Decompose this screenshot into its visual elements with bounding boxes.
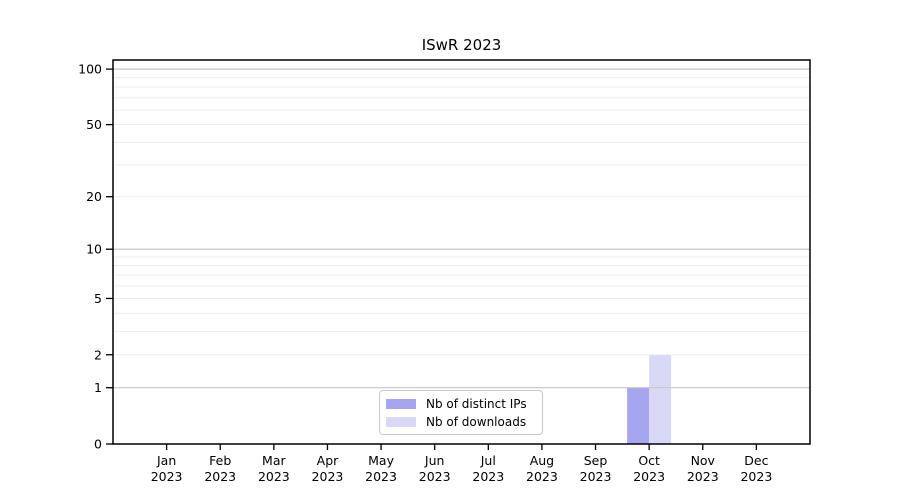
bar-nb-of-distinct-ips-oct-2023 [627,387,650,444]
y-tick-label-10: 10 [86,242,102,257]
x-tick-label-year-mar: 2023 [258,469,290,484]
x-tick-label-year-oct: 2023 [633,469,665,484]
x-tick-label-month-may: May [368,453,394,468]
x-tick-label-year-may: 2023 [365,469,397,484]
y-tick-label-0: 0 [94,437,102,452]
x-tick-label-month-sep: Sep [584,453,608,468]
y-tick-label-20: 20 [86,189,102,204]
x-tick-label-month-jul: Jul [480,453,496,468]
x-tick-label-month-jan: Jan [156,453,176,468]
x-tick-label-year-nov: 2023 [687,469,719,484]
x-tick-label-month-feb: Feb [209,453,231,468]
y-tick-label-100: 100 [78,62,102,77]
legend-label-distinct-ips: Nb of distinct IPs [426,396,527,411]
x-tick-label-year-apr: 2023 [312,469,344,484]
y-tick-label-2: 2 [94,347,102,362]
legend-label-downloads: Nb of downloads [426,414,527,429]
x-tick-label-month-aug: Aug [530,453,554,468]
x-tick-label-year-jun: 2023 [419,469,451,484]
x-tick-label-month-dec: Dec [744,453,768,468]
x-tick-label-month-nov: Nov [691,453,716,468]
legend-swatch-distinct-ips [386,398,416,409]
y-tick-label-1: 1 [94,380,102,395]
y-tick-label-50: 50 [86,117,102,132]
y-tick-label-5: 5 [94,291,102,306]
legend-row-distinct-ips: Nb of distinct IPs [386,397,542,411]
x-tick-label-month-jun: Jun [424,453,445,468]
axis-frame [112,59,811,445]
legend-swatch-downloads [386,416,416,427]
legend: Nb of distinct IPs Nb of downloads [379,390,543,435]
x-tick-label-month-mar: Mar [262,453,286,468]
x-tick-label-year-jul: 2023 [472,469,504,484]
x-tick-label-month-apr: Apr [317,453,339,468]
x-tick-label-year-dec: 2023 [740,469,772,484]
plot-background [113,60,810,444]
legend-row-downloads: Nb of downloads [386,415,542,429]
x-tick-label-year-aug: 2023 [526,469,558,484]
x-tick-label-year-feb: 2023 [204,469,236,484]
x-tick-label-year-sep: 2023 [580,469,612,484]
x-tick-label-month-oct: Oct [638,453,660,468]
chart-title: ISwR 2023 [421,36,502,54]
x-tick-label-year-jan: 2023 [151,469,183,484]
bar-nb-of-downloads-oct-2023 [649,354,672,444]
